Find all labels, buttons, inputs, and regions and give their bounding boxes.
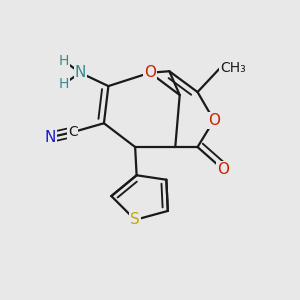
- Text: C: C: [68, 125, 78, 139]
- Text: N: N: [45, 130, 56, 145]
- Text: N: N: [74, 65, 86, 80]
- Text: O: O: [217, 162, 229, 177]
- Text: CH₃: CH₃: [220, 61, 246, 75]
- Text: H: H: [58, 54, 69, 68]
- Text: O: O: [144, 65, 156, 80]
- Text: O: O: [208, 113, 220, 128]
- Text: S: S: [130, 212, 140, 227]
- Text: H: H: [58, 77, 69, 91]
